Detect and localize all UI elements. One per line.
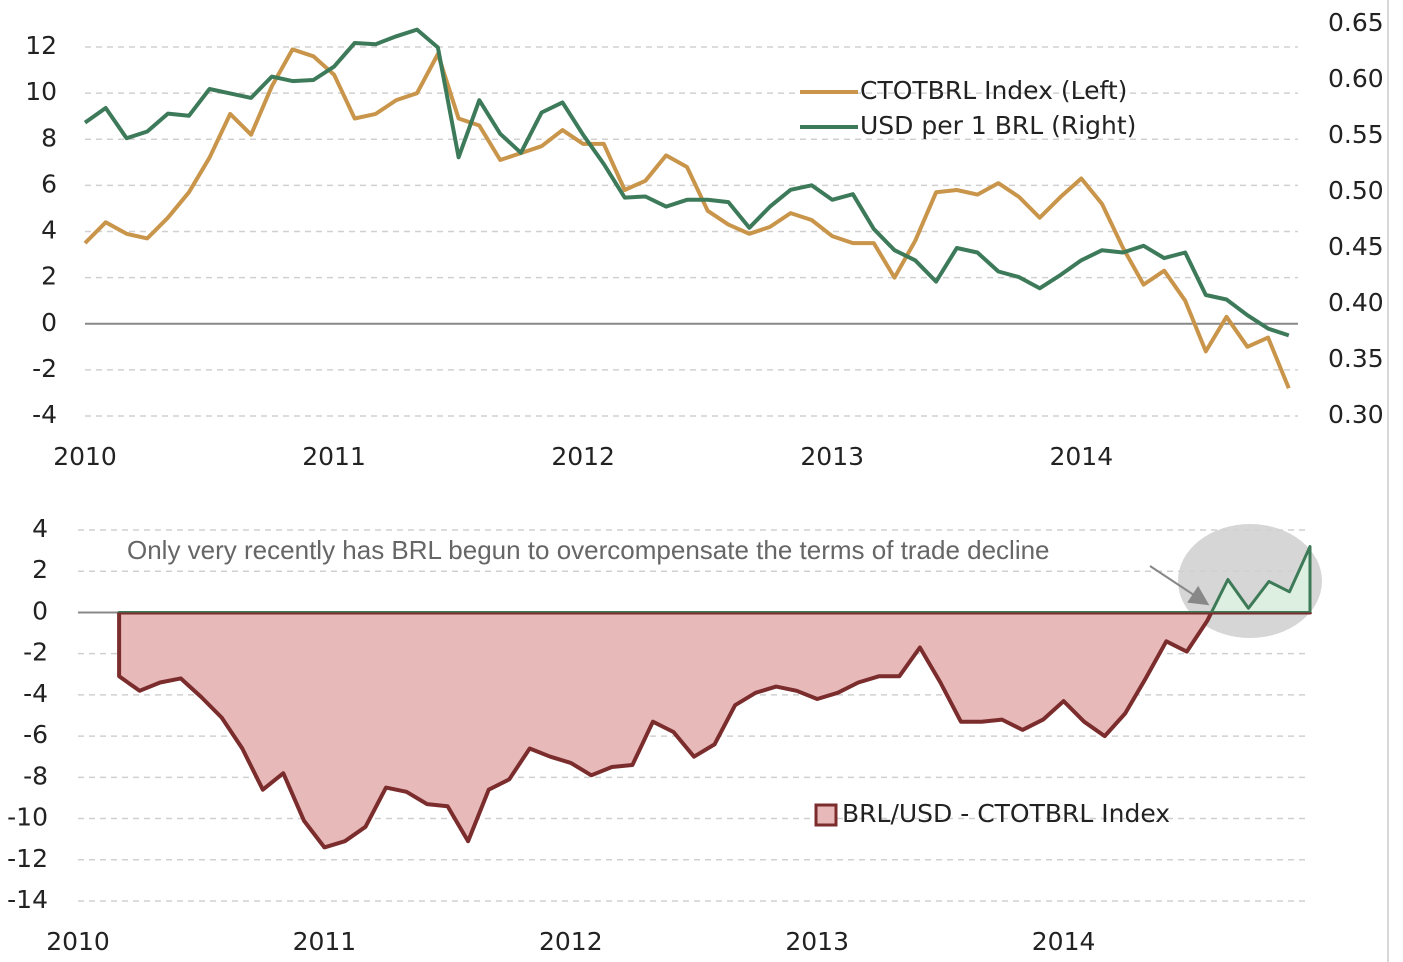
y2-tick-label: 0.50 [1328, 176, 1384, 205]
series-line [83, 47, 1291, 390]
y-tick-label: -2 [23, 638, 48, 667]
y2-tick-label: 0.45 [1328, 232, 1384, 261]
y-tick-label: 8 [41, 123, 57, 152]
x-tick-label: 2011 [302, 442, 366, 471]
x-tick-label: 2010 [46, 927, 110, 956]
x-tick-label: 2011 [293, 927, 357, 956]
y-tick-label: 4 [41, 216, 57, 245]
y-tick-label: 2 [32, 555, 48, 584]
area-outline-negative [117, 612, 1312, 850]
x-tick-label: 2010 [53, 442, 117, 471]
y-tick-label: 12 [25, 31, 57, 60]
annotation-arrow [1149, 565, 1210, 606]
y-tick-label: 4 [32, 514, 48, 543]
x-tick-label: 2013 [800, 442, 864, 471]
series-line [83, 27, 1290, 338]
y-tick-label: 2 [41, 262, 57, 291]
y-tick-label: 0 [41, 308, 57, 337]
y-tick-label: -2 [32, 354, 57, 383]
annotation: Only very recently has BRL begun to over… [127, 535, 1050, 565]
y-tick-label: 0 [32, 596, 48, 625]
y-tick-label: 10 [25, 77, 57, 106]
y-tick-label: -6 [23, 720, 48, 749]
y-tick-label: -14 [7, 885, 48, 914]
y2-tick-label: 0.35 [1328, 344, 1384, 373]
legend-swatch [814, 803, 838, 827]
x-tick-label: 2014 [1032, 927, 1096, 956]
y-tick-label: 6 [41, 169, 57, 198]
legend-label: USD per 1 BRL (Right) [860, 111, 1136, 140]
x-tick-label: 2014 [1049, 442, 1113, 471]
y2-tick-label: 0.60 [1328, 64, 1384, 93]
x-tick-label: 2012 [539, 927, 603, 956]
x-tick-label: 2013 [785, 927, 849, 956]
y-tick-label: -4 [32, 400, 57, 429]
y2-tick-label: 0.40 [1328, 288, 1384, 317]
legend-label: BRL/USD - CTOTBRL Index [842, 799, 1170, 828]
y2-tick-label: 0.30 [1328, 400, 1384, 429]
y-tick-label: -10 [7, 803, 48, 832]
y2-tick-label: 0.65 [1328, 8, 1384, 37]
y2-tick-label: 0.55 [1328, 120, 1384, 149]
y-tick-label: -12 [7, 844, 48, 873]
legend-label: CTOTBRL Index (Left) [860, 76, 1127, 105]
y-tick-label: -4 [23, 679, 48, 708]
y-tick-label: -8 [23, 761, 48, 790]
x-tick-label: 2012 [551, 442, 615, 471]
